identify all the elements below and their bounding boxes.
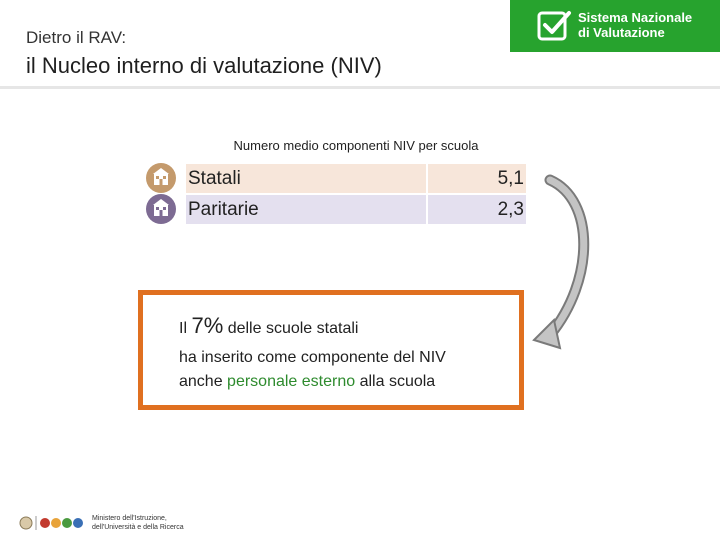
brand-line-2: di Valutazione — [578, 25, 665, 40]
highlight-callout-box: Il 7% delle scuole statali ha inserito c… — [138, 290, 524, 410]
miur-logo-icon — [40, 518, 50, 528]
school-building-icon — [146, 194, 176, 224]
footer-line-2: dell'Università e della Ricerca — [92, 524, 184, 531]
school-building-icon — [146, 163, 176, 193]
row-label: Paritarie — [186, 195, 426, 224]
footer-logos — [18, 514, 88, 532]
checkbox-check-icon — [537, 11, 571, 41]
callout-line1-rest: delle scuole statali — [227, 320, 359, 337]
slide-overline: Dietro il RAV: — [26, 28, 127, 47]
table-row: Statali 5,1 — [186, 164, 526, 193]
callout-percentage: 7% — [191, 313, 224, 338]
curved-arrow-icon — [532, 174, 590, 350]
callout-line-3: anche personale esterno alla scuola — [179, 373, 435, 391]
row-value: 5,1 — [428, 164, 526, 193]
footer-ministry-name: Ministero dell'Istruzione, dell'Universi… — [92, 514, 184, 532]
snv-brand-logo: Sistema Nazionale di Valutazione — [510, 0, 720, 52]
callout-line3-suffix: alla scuola — [359, 373, 436, 390]
footer-line-1: Ministero dell'Istruzione, — [92, 515, 167, 522]
callout-line-2: ha inserito come componente del NIV — [179, 349, 446, 366]
slide-title: il Nucleo interno di valutazione (NIV) — [26, 53, 382, 78]
table-row: Paritarie 2,3 — [186, 195, 526, 224]
callout-highlight: personale esterno — [227, 373, 356, 390]
callout-line-1: Il 7% delle scuole statali — [179, 313, 358, 339]
header-divider — [0, 86, 720, 89]
brand-line-1: Sistema Nazionale — [578, 10, 693, 25]
republic-emblem-icon — [19, 516, 33, 530]
row-label: Statali — [186, 164, 426, 193]
callout-prefix: Il — [179, 320, 187, 337]
slide-header: Dietro il RAV: il Nucleo interno di valu… — [0, 0, 720, 90]
brand-name: Sistema Nazionale di Valutazione — [578, 10, 692, 40]
row-value: 2,3 — [428, 195, 526, 224]
callout-line3-prefix: anche — [179, 373, 223, 390]
table-caption: Numero medio componenti NIV per scuola — [233, 138, 479, 153]
